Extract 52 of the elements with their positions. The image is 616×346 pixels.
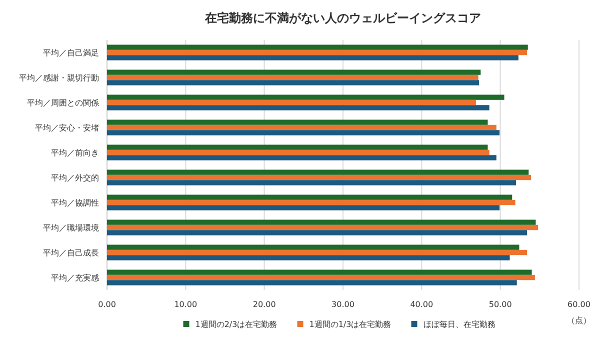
bar [107, 55, 518, 60]
y-tick-label: 平均／自己満足 [43, 48, 99, 58]
x-tick-label: 0.00 [98, 300, 116, 309]
y-tick-label: 平均／感謝・親切行動 [19, 74, 99, 82]
bar [107, 80, 480, 86]
chart-title: 在宅勤務に不満がない人のウェルビーイングスコア [204, 11, 481, 25]
bar [107, 44, 528, 50]
bar [107, 274, 535, 280]
y-tick-label: 平均／周囲との関係 [27, 98, 99, 108]
bar [107, 94, 504, 100]
x-tick-label: 40.00 [410, 300, 434, 309]
y-tick-label: 平均／職場環境 [43, 224, 99, 232]
y-tick-label: 平均／協調性 [51, 198, 99, 208]
y-tick-label: 平均／前向き [51, 148, 99, 158]
bar [107, 244, 520, 250]
y-tick-label: 平均／自己成長 [43, 248, 99, 258]
bar [107, 50, 528, 56]
bar [107, 74, 478, 80]
bar [107, 280, 517, 286]
bar [107, 105, 490, 110]
legend-label: ほぼ毎日、在宅勤務 [423, 320, 496, 329]
bar [107, 130, 500, 136]
bar [107, 124, 496, 130]
x-tick-label: 50.00 [488, 300, 512, 309]
bar [107, 224, 538, 230]
bar [107, 150, 490, 156]
bar [107, 70, 481, 75]
y-tick-label: 平均／外交的 [51, 174, 99, 182]
bar [107, 255, 510, 260]
legend-label: 1週間の1/3は在宅勤務 [309, 320, 392, 329]
legend-label: 1週間の2/3は在宅勤務 [195, 320, 278, 329]
bar [107, 230, 528, 236]
y-tick-label: 平均／充実感 [51, 274, 99, 282]
y-tick-label: 平均／安心・安堵 [35, 124, 99, 132]
bar [107, 180, 516, 186]
x-tick-label: 10.00 [174, 300, 198, 309]
bar [107, 205, 500, 210]
bar [107, 200, 516, 206]
bar [107, 155, 496, 160]
x-tick-label: 30.00 [332, 300, 354, 309]
bar [107, 194, 512, 200]
bar [107, 250, 528, 256]
bar [107, 144, 488, 150]
x-tick-label: 60.00 [568, 300, 590, 309]
bar [107, 170, 529, 175]
bar [107, 120, 488, 125]
x-axis-title: （点） [567, 316, 591, 325]
x-tick-label: 20.00 [252, 300, 276, 309]
bar [107, 174, 532, 180]
bar [107, 220, 536, 225]
bar [107, 100, 476, 106]
bar [107, 270, 532, 275]
